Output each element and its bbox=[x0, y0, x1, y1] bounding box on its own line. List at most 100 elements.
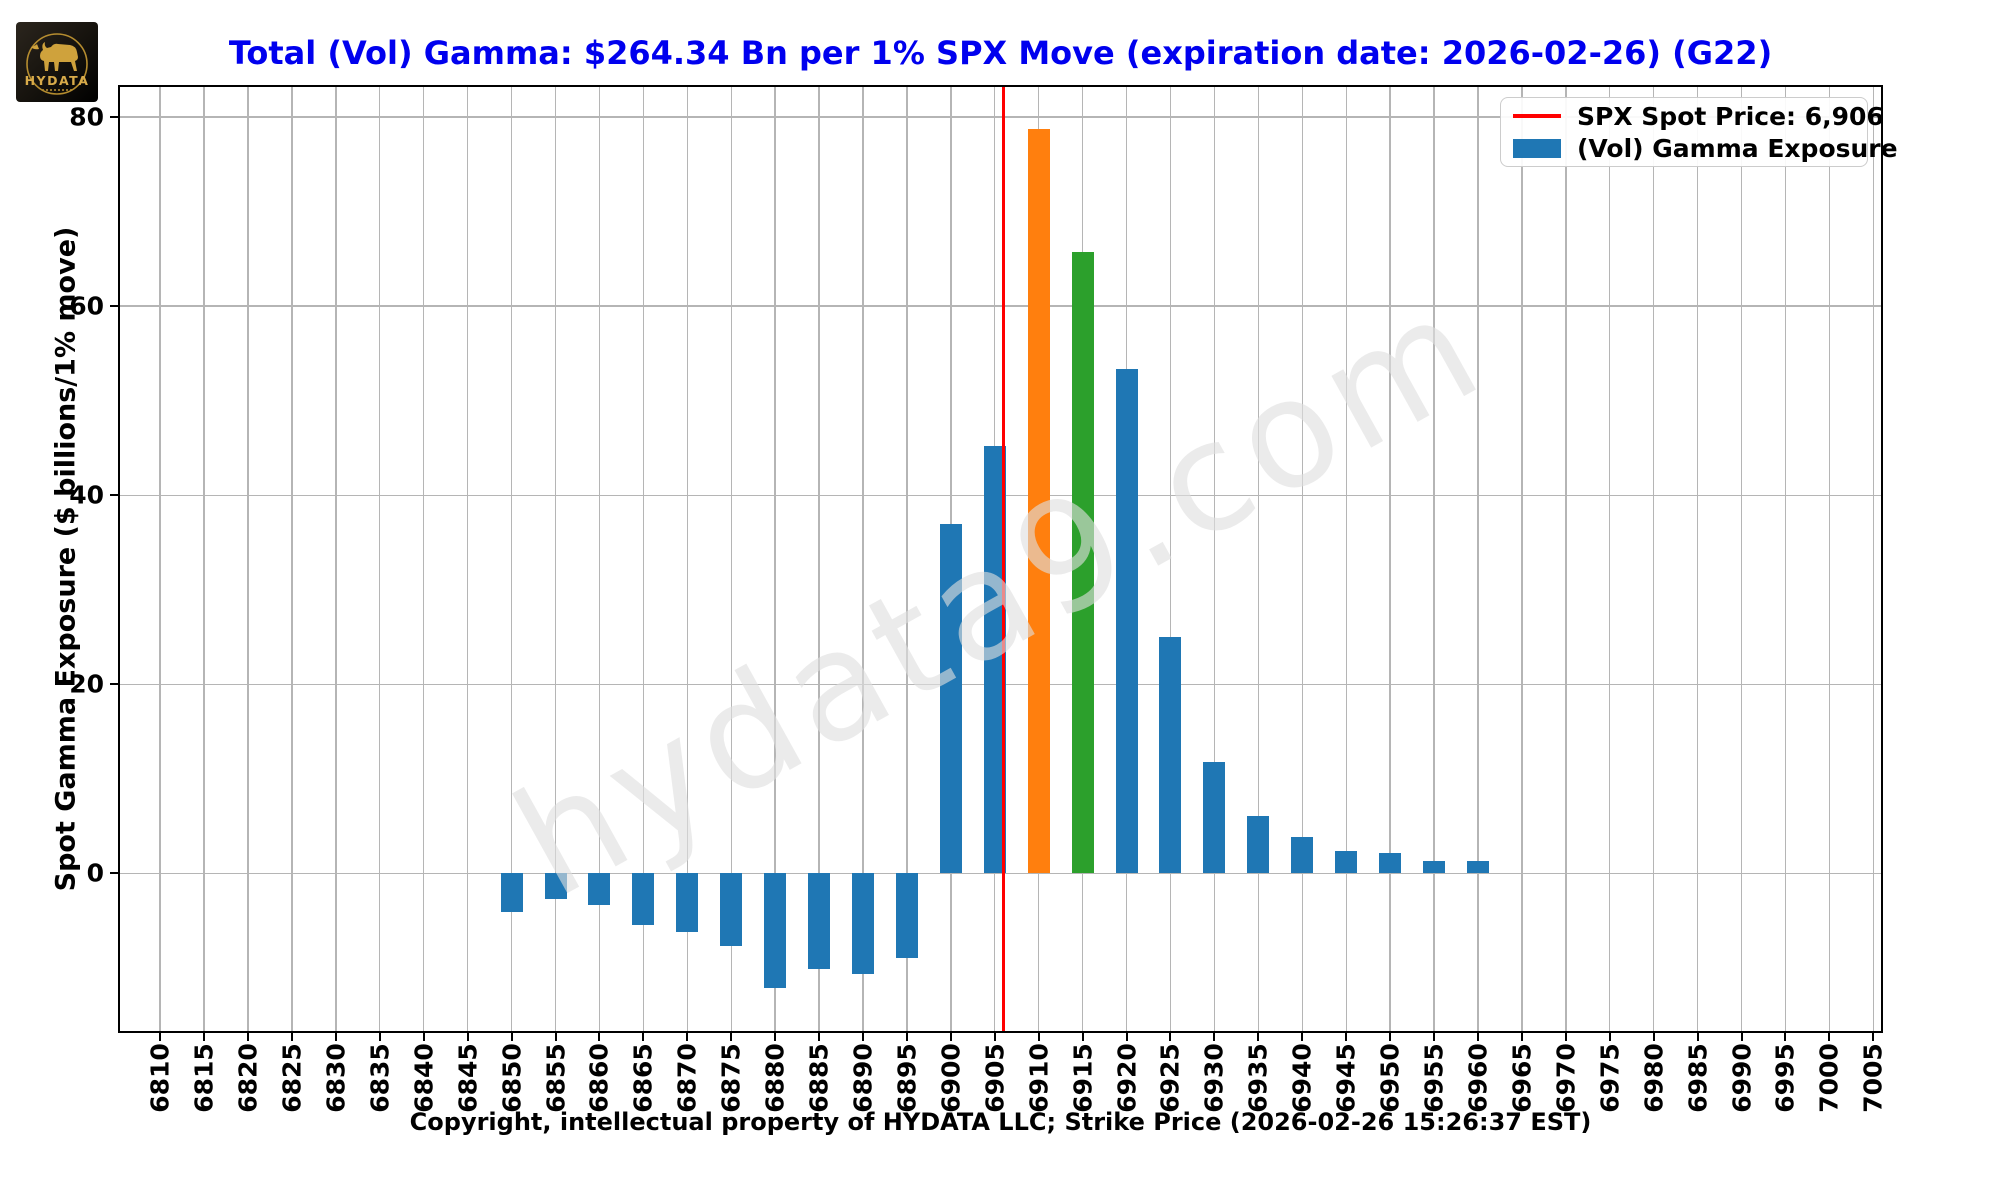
x-gridline-6815 bbox=[203, 85, 205, 1033]
y-gridline-60 bbox=[118, 305, 1883, 307]
x-gridline-6985 bbox=[1696, 85, 1699, 1033]
x-gridline-6895 bbox=[906, 85, 908, 1033]
copyright-caption: Copyright, intellectual property of HYDA… bbox=[409, 1108, 1592, 1136]
bar-6960 bbox=[1466, 860, 1489, 874]
spx-spot-price-line bbox=[1001, 85, 1006, 1033]
x-tick-label-6860: 6860 bbox=[584, 1043, 614, 1113]
x-tick-6955 bbox=[1433, 1033, 1436, 1041]
y-tick-label-0: 0 bbox=[86, 858, 104, 888]
bar-6910 bbox=[1027, 129, 1050, 874]
x-tick-6960 bbox=[1476, 1033, 1479, 1041]
bar-6940 bbox=[1291, 837, 1314, 874]
x-tick-label-6835: 6835 bbox=[365, 1043, 395, 1113]
x-gridline-6970 bbox=[1565, 85, 1567, 1033]
x-tick-label-6955: 6955 bbox=[1419, 1043, 1449, 1113]
x-tick-label-7005: 7005 bbox=[1858, 1043, 1888, 1113]
bar-6930 bbox=[1203, 761, 1226, 874]
bar-6955 bbox=[1423, 860, 1446, 874]
x-tick-6915 bbox=[1081, 1033, 1084, 1041]
y-tick-label-40: 40 bbox=[69, 480, 104, 510]
x-tick-label-6810: 6810 bbox=[145, 1043, 175, 1113]
x-tick-label-6820: 6820 bbox=[233, 1043, 263, 1113]
x-gridline-6940 bbox=[1301, 85, 1303, 1033]
x-gridline-6980 bbox=[1652, 85, 1655, 1033]
bar-6880 bbox=[764, 873, 787, 988]
x-tick-6895 bbox=[905, 1033, 908, 1041]
x-tick-label-6865: 6865 bbox=[628, 1043, 658, 1113]
x-gridline-6885 bbox=[818, 85, 820, 1033]
x-tick-6950 bbox=[1389, 1033, 1392, 1041]
x-gridline-6845 bbox=[466, 85, 469, 1033]
x-tick-6810 bbox=[159, 1033, 162, 1041]
x-gridline-6965 bbox=[1521, 85, 1523, 1033]
x-tick-6945 bbox=[1345, 1033, 1348, 1041]
y-tick-label-60: 60 bbox=[69, 291, 104, 321]
x-gridline-6865 bbox=[642, 85, 645, 1033]
x-tick-label-6910: 6910 bbox=[1024, 1043, 1054, 1113]
x-gridline-6945 bbox=[1345, 85, 1347, 1033]
bar-6865 bbox=[632, 873, 655, 926]
y-tick-20 bbox=[110, 683, 118, 686]
x-tick-label-6895: 6895 bbox=[892, 1043, 922, 1113]
x-tick-6865 bbox=[642, 1033, 645, 1041]
x-tick-7005 bbox=[1872, 1033, 1875, 1041]
x-gridline-6935 bbox=[1257, 85, 1260, 1033]
y-tick-80 bbox=[110, 116, 118, 119]
x-tick-6870 bbox=[686, 1033, 689, 1041]
x-gridline-6975 bbox=[1609, 85, 1611, 1033]
x-tick-label-6995: 6995 bbox=[1770, 1043, 1800, 1113]
legend-item-gamma-exposure: (Vol) Gamma Exposure bbox=[1509, 134, 1898, 163]
x-tick-label-6930: 6930 bbox=[1199, 1043, 1229, 1113]
x-tick-6980 bbox=[1652, 1033, 1655, 1041]
x-tick-label-6875: 6875 bbox=[716, 1043, 746, 1113]
x-gridline-6810 bbox=[159, 85, 161, 1033]
x-tick-label-6880: 6880 bbox=[760, 1043, 790, 1113]
spot-price-line-icon bbox=[1513, 114, 1561, 118]
gamma-swatch-icon bbox=[1513, 138, 1561, 158]
x-tick-label-6920: 6920 bbox=[1112, 1043, 1142, 1113]
x-gridline-6960 bbox=[1477, 85, 1479, 1033]
x-tick-7000 bbox=[1828, 1033, 1831, 1041]
hydata-logo-text: HYDATA bbox=[25, 73, 90, 88]
x-gridline-6890 bbox=[862, 85, 864, 1033]
legend-label-spot-price: SPX Spot Price: 6,906 bbox=[1577, 101, 1884, 131]
x-tick-6905 bbox=[993, 1033, 996, 1041]
x-tick-6930 bbox=[1213, 1033, 1216, 1041]
bar-6950 bbox=[1379, 853, 1402, 874]
x-gridline-6875 bbox=[730, 85, 732, 1033]
x-gridline-6955 bbox=[1433, 85, 1435, 1033]
x-tick-6975 bbox=[1608, 1033, 1611, 1041]
x-tick-label-6980: 6980 bbox=[1639, 1043, 1669, 1113]
bar-6885 bbox=[808, 873, 831, 969]
bar-6890 bbox=[852, 873, 874, 975]
x-tick-label-6970: 6970 bbox=[1551, 1043, 1581, 1113]
x-gridline-6850 bbox=[510, 85, 513, 1033]
x-tick-6965 bbox=[1520, 1033, 1523, 1041]
bar-6915 bbox=[1071, 252, 1094, 874]
y-gridline-80 bbox=[118, 116, 1883, 118]
x-tick-6855 bbox=[554, 1033, 557, 1041]
bar-6875 bbox=[720, 873, 743, 947]
x-gridline-6930 bbox=[1213, 85, 1216, 1033]
x-gridline-6855 bbox=[554, 85, 557, 1033]
x-tick-label-7000: 7000 bbox=[1814, 1043, 1844, 1113]
y-tick-0 bbox=[110, 872, 118, 875]
x-gridline-6835 bbox=[379, 85, 381, 1033]
x-gridline-6825 bbox=[291, 85, 293, 1033]
x-tick-6840 bbox=[422, 1033, 425, 1041]
x-tick-label-6940: 6940 bbox=[1287, 1043, 1317, 1113]
bar-6925 bbox=[1159, 636, 1182, 874]
bar-6900 bbox=[939, 523, 962, 874]
x-tick-6850 bbox=[510, 1033, 513, 1041]
x-tick-label-6850: 6850 bbox=[497, 1043, 527, 1113]
bar-6920 bbox=[1115, 368, 1138, 874]
x-tick-label-6855: 6855 bbox=[541, 1043, 571, 1113]
x-gridline-6860 bbox=[598, 85, 601, 1033]
x-tick-6985 bbox=[1696, 1033, 1699, 1041]
x-tick-6835 bbox=[378, 1033, 381, 1041]
x-tick-6880 bbox=[774, 1033, 777, 1041]
x-tick-label-6925: 6925 bbox=[1155, 1043, 1185, 1113]
x-tick-6830 bbox=[334, 1033, 337, 1041]
x-tick-6900 bbox=[949, 1033, 952, 1041]
